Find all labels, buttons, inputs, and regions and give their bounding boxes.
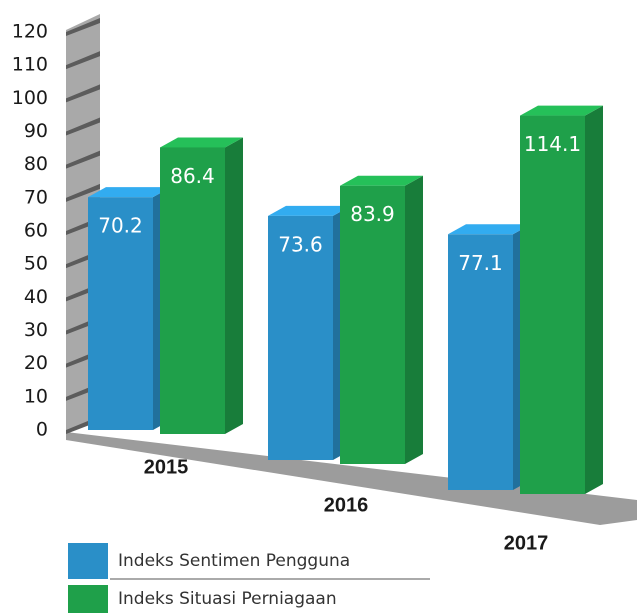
- x-tick-label: 2015: [144, 456, 189, 478]
- legend-label: Indeks Sentimen Pengguna: [118, 551, 350, 571]
- bar-side: [405, 175, 423, 464]
- value-label: 114.1: [524, 132, 581, 156]
- y-tick-label: 20: [24, 352, 48, 374]
- tick-mark: [66, 51, 100, 70]
- tick-mark: [66, 183, 100, 202]
- bar-top: [448, 224, 531, 235]
- y-tick-label: 30: [24, 319, 48, 341]
- bar-side: [585, 105, 603, 495]
- bar: [160, 147, 225, 434]
- bar-top: [268, 205, 351, 216]
- legend-swatch: [68, 585, 108, 613]
- y-tick-label: 10: [24, 385, 48, 407]
- bar-top: [88, 187, 171, 198]
- value-label: 86.4: [170, 164, 215, 188]
- bar: [520, 115, 585, 495]
- y-tick-label: 110: [12, 54, 48, 76]
- floor: [66, 432, 637, 525]
- y-tick-label: 40: [24, 286, 48, 308]
- y-tick-label: 70: [24, 186, 48, 208]
- value-label: 77.1: [458, 251, 503, 275]
- tick-mark: [66, 150, 100, 169]
- y-tick-label: 80: [24, 153, 48, 175]
- y-tick-label: 100: [12, 87, 48, 109]
- legend-label: Indeks Situasi Perniagaan: [118, 589, 337, 609]
- y-tick-label: 50: [24, 253, 48, 275]
- bar-top: [520, 105, 603, 116]
- value-label: 70.2: [98, 214, 143, 238]
- bar: [448, 234, 513, 490]
- tick-mark: [66, 18, 100, 36]
- x-tick-label: 2017: [504, 532, 549, 554]
- bar-side: [225, 137, 243, 434]
- bar-top: [160, 137, 243, 148]
- bar: [340, 185, 405, 464]
- y-tick-label: 120: [12, 21, 48, 43]
- y-tick-label: 60: [24, 220, 48, 242]
- x-tick-label: 2016: [324, 494, 369, 516]
- bar-top: [340, 175, 423, 186]
- tick-mark: [66, 117, 100, 136]
- y-tick-label: 0: [36, 419, 48, 441]
- bar: [268, 215, 333, 460]
- y-tick-label: 90: [24, 120, 48, 142]
- bar: [88, 197, 153, 430]
- value-label: 73.6: [278, 232, 323, 256]
- legend-swatch: [68, 543, 108, 579]
- tick-mark: [66, 84, 100, 103]
- value-label: 83.9: [350, 202, 395, 226]
